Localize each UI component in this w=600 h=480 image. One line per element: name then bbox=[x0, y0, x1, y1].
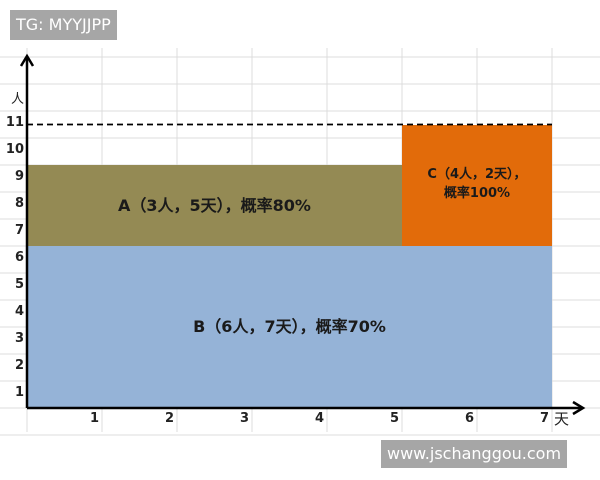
watermark-bottom: www.jschanggou.com bbox=[381, 440, 568, 468]
y-tick-label: 8 bbox=[14, 196, 24, 211]
x-tick-label: 1 bbox=[89, 411, 99, 426]
y-tick-label: 10 bbox=[5, 142, 24, 157]
block-label: C（4人，2天）， bbox=[427, 167, 527, 183]
y-tick-label: 11 bbox=[5, 115, 24, 130]
y-tick-label: 6 bbox=[14, 250, 24, 265]
block-A: A（3人，5天），概率80% bbox=[27, 165, 402, 246]
y-tick-label: 2 bbox=[14, 358, 24, 373]
x-tick-label: 4 bbox=[314, 411, 324, 426]
y-tick-label: 7 bbox=[14, 223, 24, 238]
x-tick-label: 5 bbox=[389, 411, 399, 426]
block-C: C（4人，2天）， 概率100% bbox=[402, 124, 552, 246]
y-axis-unit: 人 bbox=[10, 92, 24, 107]
block-label: B（6人，7天），概率70% bbox=[193, 317, 386, 337]
y-tick-label: 9 bbox=[14, 169, 24, 184]
watermark-top: TG: MYYJJPP bbox=[10, 10, 117, 40]
y-tick-label: 1 bbox=[14, 385, 24, 400]
y-tick-label: 4 bbox=[14, 304, 24, 319]
block-B: B（6人，7天），概率70% bbox=[27, 246, 552, 408]
y-tick-label: 3 bbox=[14, 331, 24, 346]
x-tick-label: 6 bbox=[464, 411, 474, 426]
x-axis-unit: 天 bbox=[554, 410, 570, 428]
x-tick-label: 7 bbox=[539, 411, 549, 426]
y-tick-label: 5 bbox=[14, 277, 24, 292]
block-label-line2: 概率100% bbox=[443, 186, 511, 202]
x-tick-label: 2 bbox=[164, 411, 174, 426]
x-tick-label: 3 bbox=[239, 411, 249, 426]
axis-arrow-icons bbox=[19, 53, 586, 416]
block-label: A（3人，5天），概率80% bbox=[118, 195, 311, 215]
